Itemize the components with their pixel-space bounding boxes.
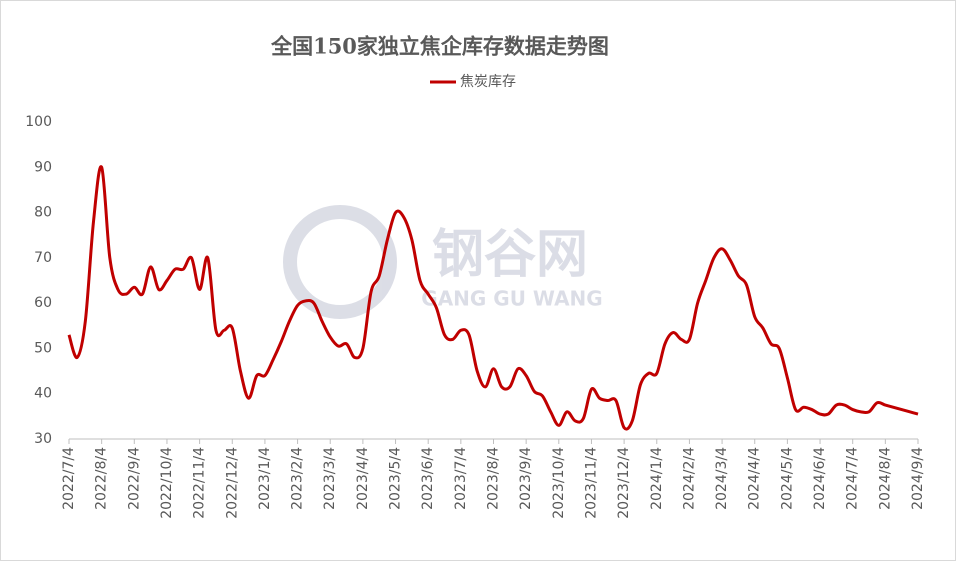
x-tick-label: 2024/2/4 (681, 447, 697, 510)
y-tick-label: 40 (34, 386, 52, 402)
x-tick-label: 2024/1/4 (649, 447, 665, 510)
x-tick-label: 2024/3/4 (714, 447, 730, 510)
y-tick-label: 30 (34, 431, 52, 447)
y-tick-label: 50 (34, 340, 52, 356)
watermark: 钢谷网 GANG GU WANG (283, 205, 603, 319)
x-tick-label: 2022/7/4 (61, 447, 77, 510)
y-tick-label: 60 (34, 295, 52, 311)
watermark-pinyin: GANG GU WANG (421, 287, 602, 311)
x-tick-label: 2024/8/4 (877, 447, 893, 510)
x-tick-label: 2023/11/4 (583, 447, 599, 519)
x-tick-label: 2023/9/4 (518, 447, 534, 510)
y-tick-label: 80 (34, 205, 52, 221)
x-tick-label: 2023/6/4 (420, 447, 436, 510)
x-tick-label: 2023/10/4 (551, 447, 567, 519)
x-tick-label: 2024/4/4 (747, 447, 763, 510)
y-tick-label: 100 (25, 114, 52, 130)
watermark-logo (283, 205, 397, 319)
x-tick-label: 2024/7/4 (845, 447, 861, 510)
chart-title: 全国150家独立焦企库存数据走势图 (270, 34, 609, 59)
x-tick-label: 2023/1/4 (257, 447, 273, 510)
x-tick-label: 2023/2/4 (290, 447, 306, 510)
x-tick-label: 2023/4/4 (355, 447, 371, 510)
watermark-brand: 钢谷网 (432, 225, 588, 285)
x-tick-label: 2023/3/4 (322, 447, 338, 510)
y-tick-label: 90 (34, 159, 52, 175)
x-tick-label: 2024/9/4 (910, 447, 926, 510)
data-line (67, 165, 919, 431)
x-tick-label: 2023/5/4 (388, 447, 404, 510)
x-tick-label: 2023/7/4 (453, 447, 469, 510)
x-tick-label: 2023/8/4 (486, 447, 502, 510)
x-tick-label: 2023/12/4 (616, 447, 632, 519)
legend-label: 焦炭库存 (460, 74, 516, 90)
x-tick-label: 2022/8/4 (94, 447, 110, 510)
x-tick-label: 2022/11/4 (192, 447, 208, 519)
x-tick-label: 2022/12/4 (224, 447, 240, 519)
x-tick-label: 2022/10/4 (159, 447, 175, 519)
x-tick-label: 2022/9/4 (126, 447, 142, 510)
y-tick-label: 70 (34, 250, 52, 266)
x-tick-label: 2024/6/4 (812, 447, 828, 510)
x-tick-label: 2024/5/4 (779, 447, 795, 510)
